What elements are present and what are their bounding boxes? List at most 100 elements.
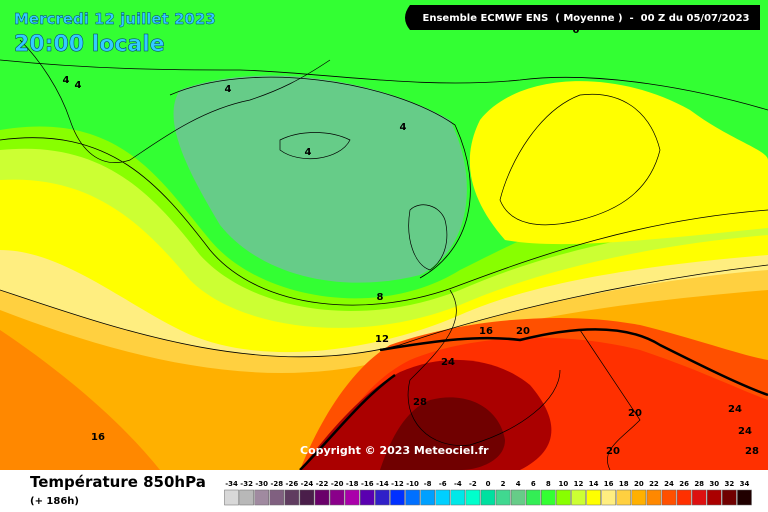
scale-label: -24: [301, 480, 314, 488]
coast-britain: [408, 204, 448, 271]
scale-swatch: [390, 489, 405, 506]
scale-label: -20: [331, 480, 344, 488]
scale-swatch: [450, 489, 466, 506]
scale-swatch: [631, 489, 647, 506]
scale-label: -12: [391, 480, 404, 488]
scale-swatch: [480, 489, 496, 506]
scale-label: 0: [486, 480, 491, 488]
scale-swatch: [691, 489, 707, 506]
scale-swatch: [510, 489, 526, 506]
contour-label: 28: [745, 446, 759, 457]
contour-label: 8: [377, 292, 384, 303]
scale-swatch: [676, 489, 692, 506]
isotherm: [0, 59, 768, 111]
scale-swatch: [465, 489, 481, 506]
contour-label: 4: [63, 75, 70, 86]
scale-label: 32: [724, 480, 734, 488]
scale-swatch: [299, 489, 315, 506]
date-label: Mercredi 12 juillet 2023: [14, 10, 216, 28]
copyright: Copyright © 2023 Meteociel.fr: [300, 444, 489, 457]
region-darkorange: [0, 330, 160, 470]
isotherm: [0, 137, 768, 306]
scale-label: 18: [619, 480, 629, 488]
contour-label: 4: [75, 80, 82, 91]
scale-swatch: [254, 489, 270, 506]
scale-swatch: [329, 489, 345, 506]
scale-swatch: [661, 489, 677, 506]
coastlines: [19, 39, 661, 471]
scale-label: -10: [406, 480, 419, 488]
scale-label: 22: [649, 480, 659, 488]
scale-label: 8: [546, 480, 551, 488]
isotherm-20: [379, 328, 768, 397]
scale-label: 30: [709, 480, 719, 488]
contour-label: 24: [441, 357, 455, 368]
scale-swatch: [706, 489, 722, 506]
contour-label: 20: [606, 446, 620, 457]
coast-iceland: [279, 132, 351, 160]
coast-italy: [579, 329, 641, 471]
scale-swatch: [435, 489, 451, 506]
scale-swatch: [601, 489, 616, 506]
contour-label: 16: [91, 432, 105, 443]
contour-label: 16: [479, 326, 493, 337]
scale-swatch: [239, 489, 254, 506]
contour-label: 24: [738, 426, 752, 437]
scale-label: 20: [634, 480, 644, 488]
scale-label: -26: [286, 480, 299, 488]
scale-label: 4: [516, 480, 521, 488]
isotherm-20: [299, 373, 396, 471]
scale-label: 14: [589, 480, 599, 488]
scale-swatch: [646, 489, 662, 506]
scale-swatch: [525, 489, 541, 506]
contour-label: 0: [573, 25, 580, 36]
contour-label: 24: [728, 404, 742, 415]
contour-label: 20: [628, 408, 642, 419]
scale-label: 26: [679, 480, 689, 488]
scale-label: 28: [694, 480, 704, 488]
scale-label: -6: [439, 480, 447, 488]
scale-label: 6: [531, 480, 536, 488]
isotherm: [0, 264, 768, 358]
model-label: Ensemble ECMWF ENS ( Moyenne ) - 00 Z du…: [423, 13, 750, 24]
scale-label: -16: [361, 480, 374, 488]
scale-label: 12: [574, 480, 584, 488]
scale-label: -34: [225, 480, 238, 488]
scale-swatch: [375, 489, 390, 506]
coast-scandinavia: [499, 93, 661, 226]
scale-label: 24: [664, 480, 674, 488]
scale-swatch: [344, 489, 360, 506]
scale-swatch: [616, 489, 632, 506]
scale-label: -18: [346, 480, 359, 488]
scale-label: -32: [240, 480, 253, 488]
footer-subtitle: (+ 186h): [30, 496, 79, 507]
region-teal: [173, 75, 467, 283]
scale-swatch: [722, 489, 737, 506]
contour-label: 4: [225, 84, 232, 95]
scale-swatch: [495, 489, 511, 506]
contour-label: 20: [516, 326, 530, 337]
scale-label: 2: [501, 480, 506, 488]
time-label: 20:00 locale: [14, 32, 165, 57]
scale-swatch: [405, 489, 420, 506]
scale-swatch: [420, 489, 435, 506]
isotherm: [169, 76, 471, 279]
scale-swatch: [314, 489, 330, 506]
scale-swatch: [737, 489, 752, 506]
scale-label: -22: [316, 480, 329, 488]
coast-greenland: [19, 39, 331, 163]
scale-swatch: [586, 489, 601, 506]
scale-swatch: [556, 489, 571, 506]
scale-label: 34: [740, 480, 750, 488]
scale-swatch: [571, 489, 586, 506]
scale-label: -4: [454, 480, 462, 488]
scale-label: -30: [255, 480, 268, 488]
scale-swatch: [269, 489, 285, 506]
contour-label: 4: [305, 147, 312, 158]
scale-label: -14: [376, 480, 389, 488]
scale-swatch: [284, 489, 300, 506]
scale-label: -28: [270, 480, 283, 488]
